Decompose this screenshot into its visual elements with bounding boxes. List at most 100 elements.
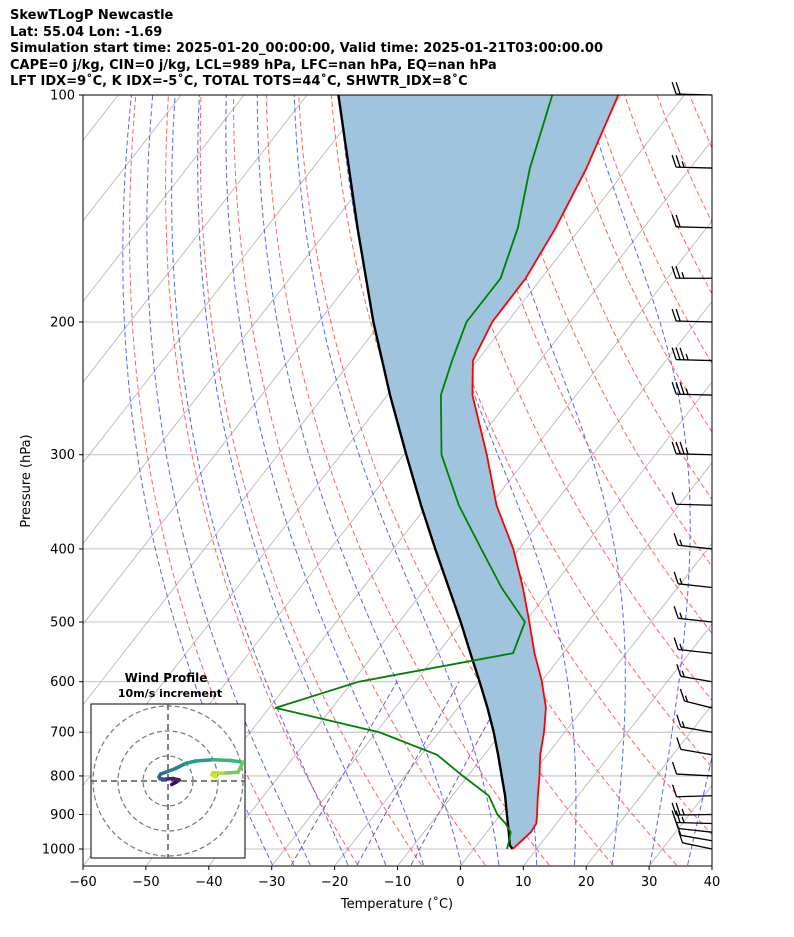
dry-adiabat: [493, 95, 712, 568]
y-tick-label: 500: [50, 616, 75, 631]
wind-barb: [676, 664, 713, 683]
y-tick-label: 400: [50, 542, 75, 557]
hodograph-subtitle: 10m/s increment: [118, 687, 222, 700]
wind-barb: [671, 347, 713, 362]
parcel-profile-line: [337, 95, 514, 850]
isotherm: [335, 381, 712, 866]
chart-title: SkewTLogP Newcastle: [10, 8, 174, 23]
times-line: Simulation start time: 2025-01-20_00:00:…: [10, 41, 603, 56]
moist-adiabat: [171, 95, 349, 866]
isotherm: [83, 95, 371, 464]
hodograph-inset: Wind Profile 10m/s increment: [90, 671, 246, 859]
hodograph-title: Wind Profile: [125, 671, 208, 685]
x-tick-label: 0: [456, 875, 464, 890]
dewpoint-profile-line: [274, 95, 554, 850]
moist-adiabat: [476, 95, 626, 866]
hodograph-segment: [193, 758, 215, 763]
isotherm: [460, 542, 712, 866]
dry-adiabat: [428, 95, 712, 701]
hodograph-ring: [117, 730, 219, 832]
wind-barb: [673, 637, 713, 654]
y-tick-label: 900: [50, 808, 75, 823]
y-tick-label: 200: [50, 315, 75, 330]
wind-barb: [673, 533, 713, 550]
moist-adiabat: [583, 95, 691, 866]
pressure-gridlines: [83, 95, 712, 850]
x-tick-label: −40: [195, 875, 222, 890]
x-axis-label: Temperature (˚C): [340, 896, 453, 912]
y-tick-label: 1000: [42, 843, 75, 858]
cin-cape-shading: [338, 95, 619, 849]
y-tick-label: 600: [50, 675, 75, 690]
wind-barb: [676, 737, 713, 756]
x-tick-label: −20: [321, 875, 348, 890]
dry-adiabat: [199, 95, 422, 866]
moist-adiabat: [225, 95, 424, 866]
moist-adiabat: [146, 95, 311, 866]
dry-adiabat: [591, 95, 712, 365]
y-tick-label: 300: [50, 448, 75, 463]
wind-barb: [671, 381, 713, 396]
hodograph-segment: [221, 770, 240, 775]
mixing-ratio-line: [356, 681, 460, 866]
hodograph-segment: [173, 761, 188, 771]
hodograph-ring: [92, 705, 244, 857]
isotherm: [586, 704, 712, 866]
dry-adiabat: [787, 95, 794, 865]
moist-adiabat: [687, 754, 712, 866]
indices-line-2: LFT IDX=9˚C, K IDX=-5˚C, TOTAL TOTS=44˚C…: [10, 74, 468, 89]
dry-adiabat: [396, 95, 712, 769]
mixing-ratio-line: [410, 681, 511, 866]
x-tick-label: −10: [384, 875, 411, 890]
temperature-profile-line: [471, 95, 620, 850]
wind-barb: [671, 214, 713, 229]
x-axis-ticks: −60 −50 −40 −30 −20 −10 0 10 20 30 40: [69, 866, 720, 890]
x-tick-label: 40: [704, 875, 721, 890]
x-tick-label: 20: [578, 875, 595, 890]
mixing-ratio-lines: [290, 681, 511, 866]
hodograph-ring: [142, 755, 194, 807]
wind-barb: [676, 714, 713, 733]
dry-adiabat: [656, 95, 712, 224]
wind-barb: [671, 802, 713, 816]
wind-barb: [671, 154, 713, 169]
dry-adiabat: [755, 95, 794, 865]
wind-barb: [673, 606, 713, 623]
wind-barb: [671, 441, 713, 456]
y-axis-label: Pressure (hPa): [19, 434, 34, 527]
moist-adiabat: [122, 95, 273, 866]
y-tick-label: 800: [50, 769, 75, 784]
wind-barb: [671, 81, 713, 96]
moist-adiabat: [197, 95, 387, 866]
wind-barb: [671, 810, 713, 825]
moist-adiabat: [256, 95, 462, 866]
wind-barb: [673, 816, 713, 833]
mixing-ratio-line: [290, 681, 398, 866]
wind-barb: [671, 308, 713, 323]
isotherm: [713, 88, 794, 865]
x-tick-label: −30: [258, 875, 285, 890]
isotherm: [649, 784, 712, 866]
x-tick-label: 30: [641, 875, 658, 890]
dry-adiabat: [526, 95, 712, 501]
wind-barb: [671, 492, 713, 506]
hodograph-segment: [228, 758, 245, 764]
wind-barb: [673, 571, 713, 589]
dry-adiabat: [689, 95, 712, 150]
chart-header: SkewTLogP Newcastle Lat: 55.04 Lon: -1.6…: [10, 8, 603, 91]
wind-barb: [679, 688, 713, 709]
dry-adiabat: [129, 95, 295, 866]
y-axis-ticks: 1000 900 800 700 600 500 400 300 200 100: [42, 89, 83, 858]
moist-adiabat: [398, 95, 577, 866]
isotherm: [83, 95, 308, 383]
isotherm: [83, 95, 245, 303]
hodograph-segment: [211, 758, 233, 763]
y-tick-label: 700: [50, 726, 75, 741]
isotherm: [209, 220, 712, 866]
isotherm: [83, 95, 182, 222]
hodograph-segment: [236, 760, 245, 774]
isotherm: [523, 623, 712, 866]
x-tick-label: −60: [69, 875, 96, 890]
wind-barb: [671, 266, 712, 279]
location-line: Lat: 55.04 Lon: -1.69: [10, 24, 163, 40]
